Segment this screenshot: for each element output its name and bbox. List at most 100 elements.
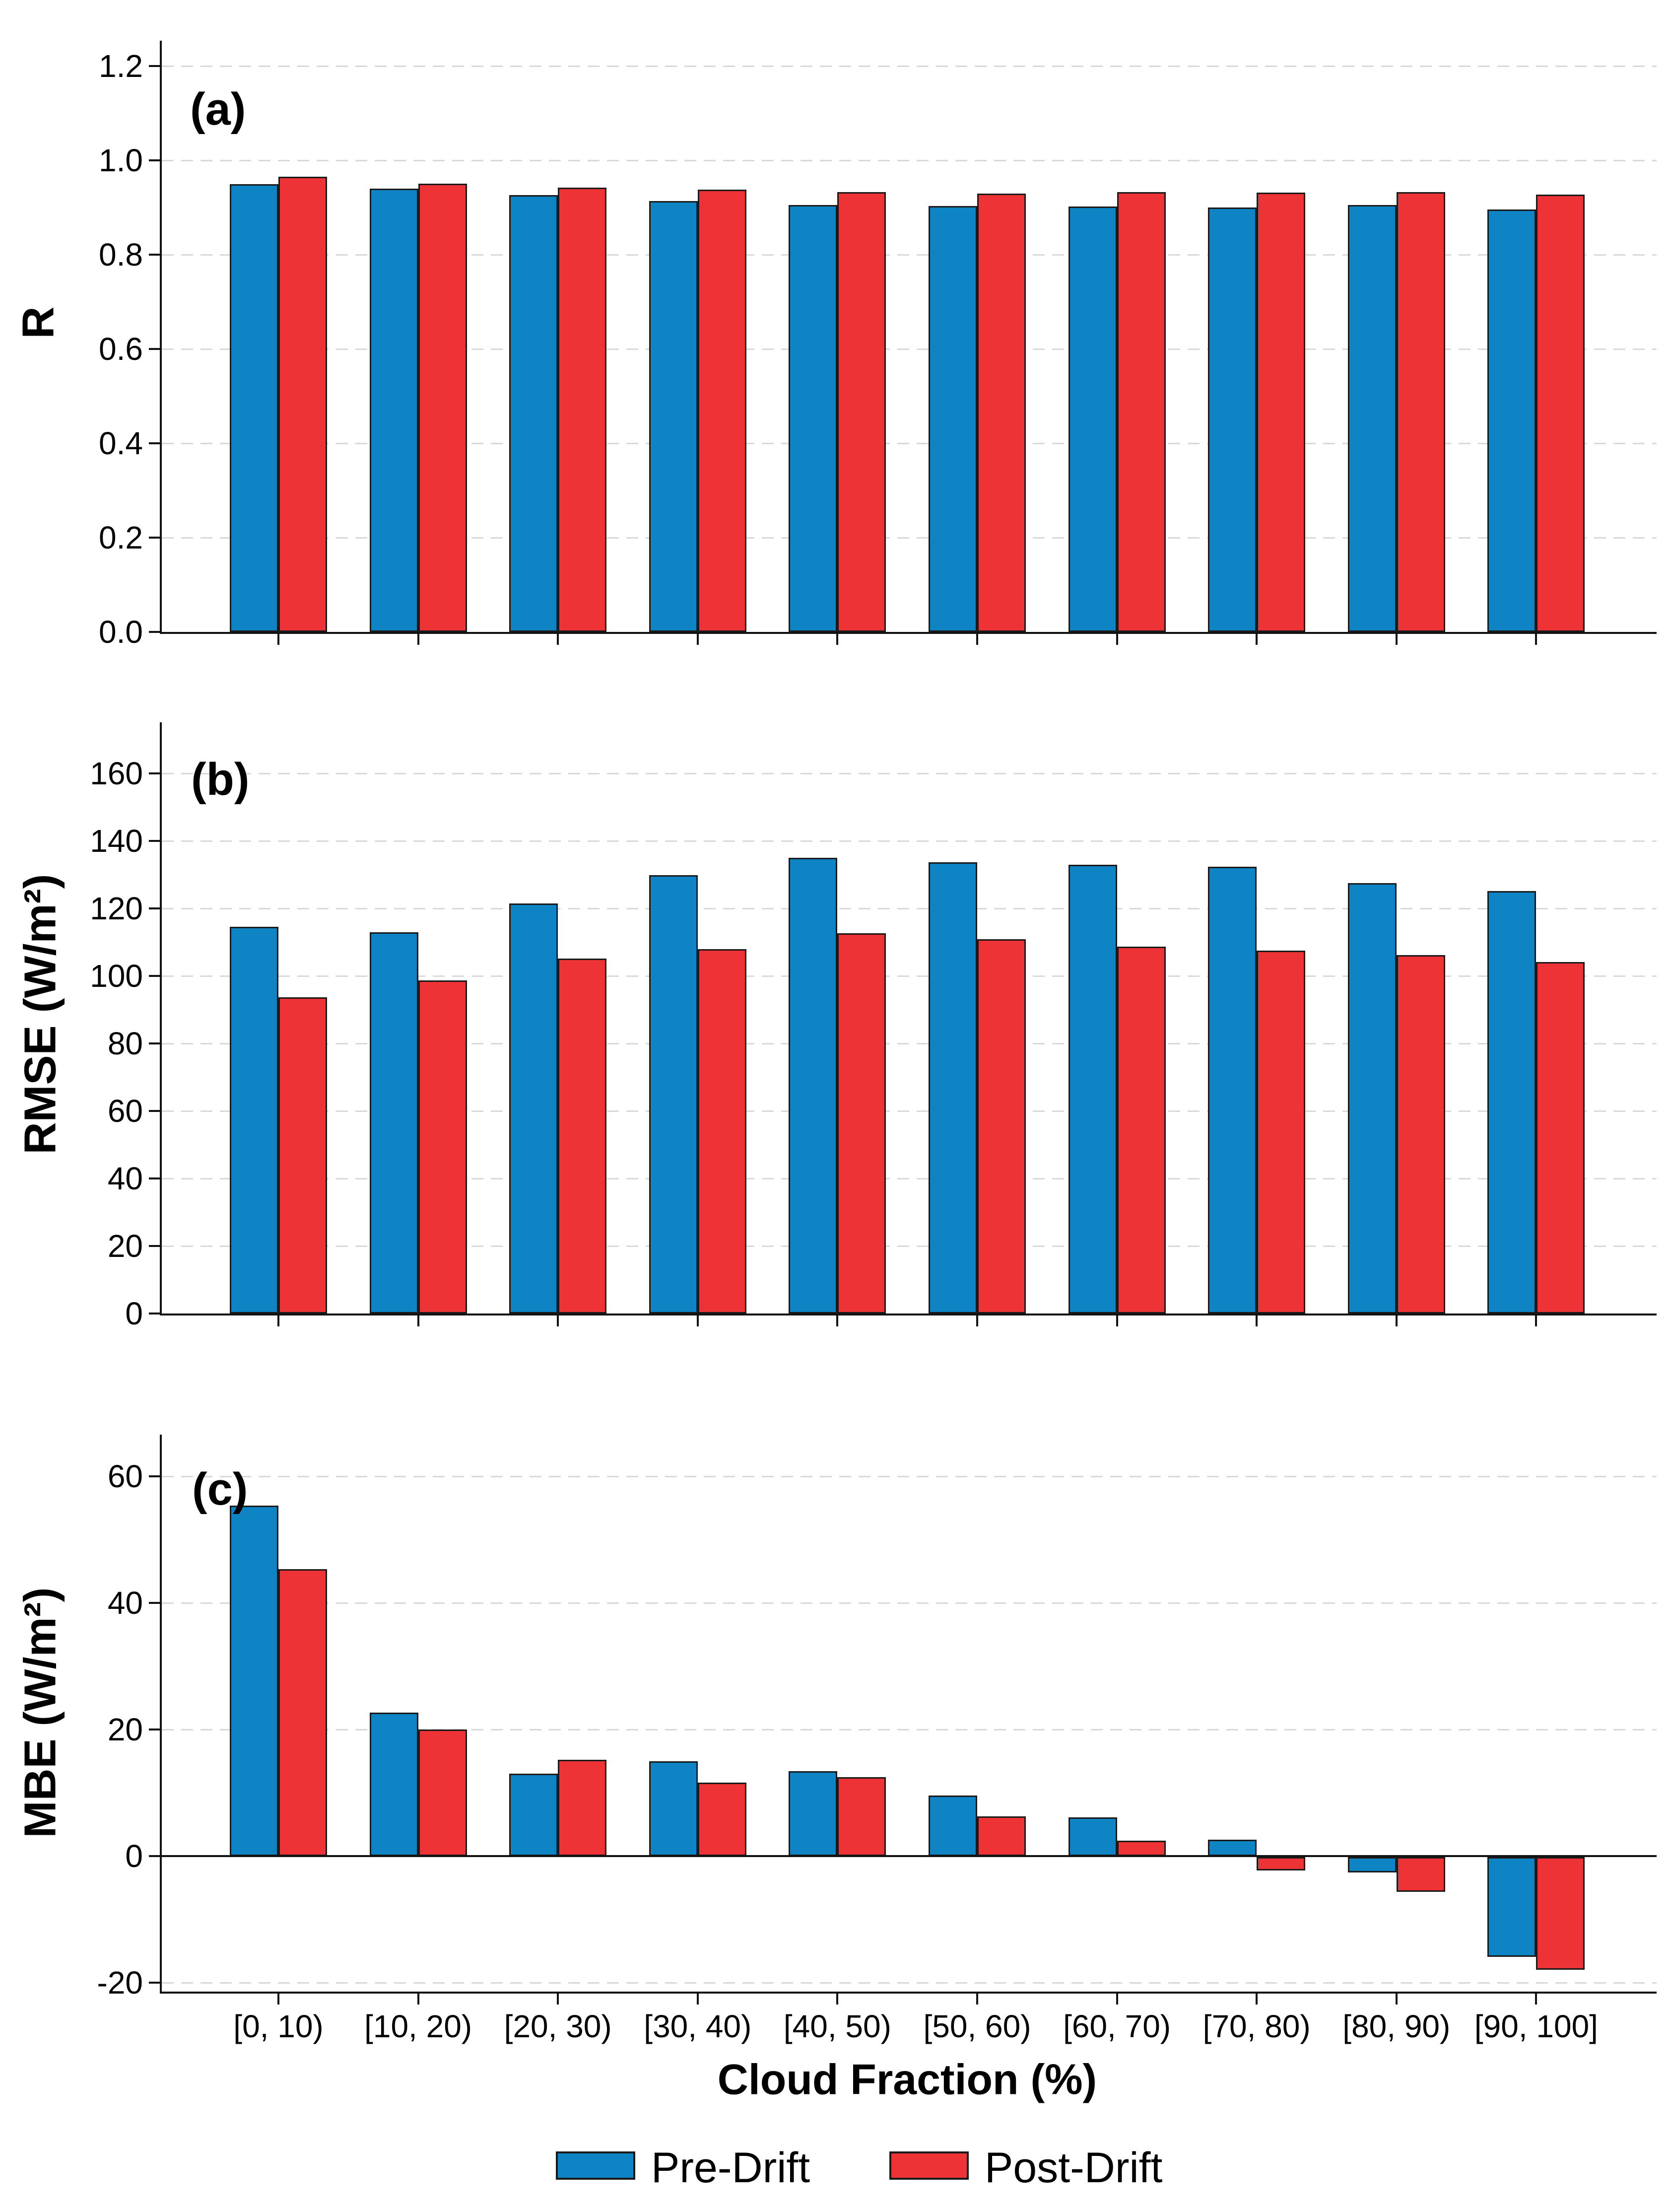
gridline: [162, 1729, 1657, 1730]
x-axis-tick: [557, 1315, 559, 1326]
bar-pre-drift: [1487, 209, 1536, 632]
bar-pre-drift: [230, 184, 278, 632]
x-axis-tick: [1535, 1994, 1537, 2005]
bar-pre-drift: [929, 206, 977, 632]
y-axis-tick-label: 0.4: [99, 425, 143, 461]
gridline: [162, 840, 1657, 842]
bar-post-drift: [1117, 946, 1166, 1313]
x-axis-tick: [1535, 634, 1537, 645]
legend-swatch-pre-drift: [556, 2151, 635, 2180]
x-axis-tick-label: [30, 40): [644, 2008, 752, 2044]
y-axis-tick-label: -20: [97, 1965, 143, 2001]
x-axis-tick: [1535, 1315, 1537, 1326]
y-axis-tick-label: 140: [90, 823, 143, 859]
x-axis-tick-label: [50, 60): [923, 2008, 1031, 2044]
bar-post-drift: [278, 997, 327, 1313]
bar-post-drift: [697, 949, 746, 1313]
gridline: [162, 348, 1657, 350]
y-axis-tick: [149, 907, 160, 909]
x-axis-tick: [557, 1994, 559, 2005]
x-axis-tick-label: [10, 20): [364, 2008, 472, 2044]
x-axis-tick: [1395, 1315, 1398, 1326]
y-axis-tick: [149, 1313, 160, 1314]
x-axis-tick: [1116, 1315, 1118, 1326]
gridline: [162, 254, 1657, 256]
y-axis-tick: [149, 65, 160, 67]
bar-pre-drift: [509, 195, 558, 632]
gridline: [162, 160, 1657, 161]
y-axis-tick: [149, 1602, 160, 1604]
x-axis-tick: [277, 1315, 279, 1326]
bar-pre-drift: [1068, 207, 1117, 632]
panel-c-y-axis-title: MBE (W/m²): [15, 1587, 66, 1838]
y-axis-tick-label: 120: [90, 891, 143, 926]
bar-post-drift: [1536, 195, 1585, 632]
bar-post-drift: [1117, 192, 1166, 632]
y-axis-tick: [149, 1475, 160, 1477]
y-axis-tick-label: 0.0: [99, 614, 143, 650]
y-axis-tick-label: 0: [125, 1296, 143, 1331]
bar-post-drift: [1396, 1857, 1445, 1892]
bar-post-drift: [697, 1783, 746, 1856]
x-axis-tick: [696, 1994, 699, 2005]
bar-pre-drift: [1068, 1817, 1117, 1856]
bar-post-drift: [977, 194, 1026, 632]
bar-pre-drift: [369, 932, 418, 1313]
bar-post-drift: [418, 183, 467, 632]
y-axis-tick-label: 60: [107, 1458, 143, 1494]
x-axis-tick-label: [80, 90): [1342, 2008, 1451, 2044]
y-axis-tick-label: 0: [125, 1838, 143, 1874]
bar-post-drift: [977, 939, 1026, 1313]
bar-post-drift: [1396, 192, 1445, 632]
y-axis-spine: [160, 722, 162, 1315]
bar-pre-drift: [789, 858, 838, 1313]
bar-pre-drift: [649, 875, 698, 1313]
gridline: [162, 773, 1657, 774]
bar-pre-drift: [1208, 1839, 1257, 1856]
x-axis-tick-label: [60, 70): [1063, 2008, 1171, 2044]
y-axis-tick-label: 40: [107, 1161, 143, 1196]
bar-post-drift: [418, 1729, 467, 1856]
bar-pre-drift: [1347, 1857, 1397, 1872]
y-axis-tick: [149, 631, 160, 633]
bar-pre-drift: [369, 1712, 418, 1856]
gridline: [162, 1043, 1657, 1044]
bar-pre-drift: [649, 201, 698, 632]
y-axis-tick-label: 60: [107, 1093, 143, 1129]
x-axis-tick-label: [70, 80): [1202, 2008, 1311, 2044]
x-axis-tick: [277, 1994, 279, 2005]
x-axis-tick: [836, 1315, 839, 1326]
bar-pre-drift: [789, 1771, 838, 1856]
bar-post-drift: [418, 980, 467, 1313]
panel-b-letter: (b): [191, 754, 250, 805]
y-axis-tick: [149, 1855, 160, 1857]
gridline: [162, 1178, 1657, 1179]
legend-swatch-post-drift: [889, 2151, 969, 2180]
y-axis-tick: [149, 348, 160, 350]
bar-pre-drift: [789, 205, 838, 632]
y-axis-tick: [149, 442, 160, 444]
y-axis-tick: [149, 1177, 160, 1179]
x-axis-tick: [696, 634, 699, 645]
x-axis-tick: [696, 1315, 699, 1326]
gridline: [162, 443, 1657, 444]
y-axis-tick: [149, 1982, 160, 1984]
bar-post-drift: [837, 933, 886, 1313]
panel-b-y-axis-title: RMSE (W/m²): [15, 874, 66, 1155]
x-axis-tick: [1395, 634, 1398, 645]
bar-post-drift: [278, 1569, 327, 1856]
gridline: [162, 1982, 1657, 1984]
y-axis-tick: [149, 159, 160, 161]
y-axis-tick-label: 1.2: [99, 48, 143, 84]
gridline: [162, 908, 1657, 909]
x-axis-tick: [976, 1994, 978, 2005]
x-axis-tick: [1256, 634, 1258, 645]
panel-a-y-axis-title: R: [13, 306, 64, 339]
bar-pre-drift: [509, 903, 558, 1313]
x-axis-tick: [1256, 1315, 1258, 1326]
x-axis-tick: [836, 1994, 839, 2005]
bar-post-drift: [1536, 962, 1585, 1313]
y-axis-tick-label: 0.8: [99, 237, 143, 273]
x-axis-tick: [1395, 1994, 1398, 2005]
